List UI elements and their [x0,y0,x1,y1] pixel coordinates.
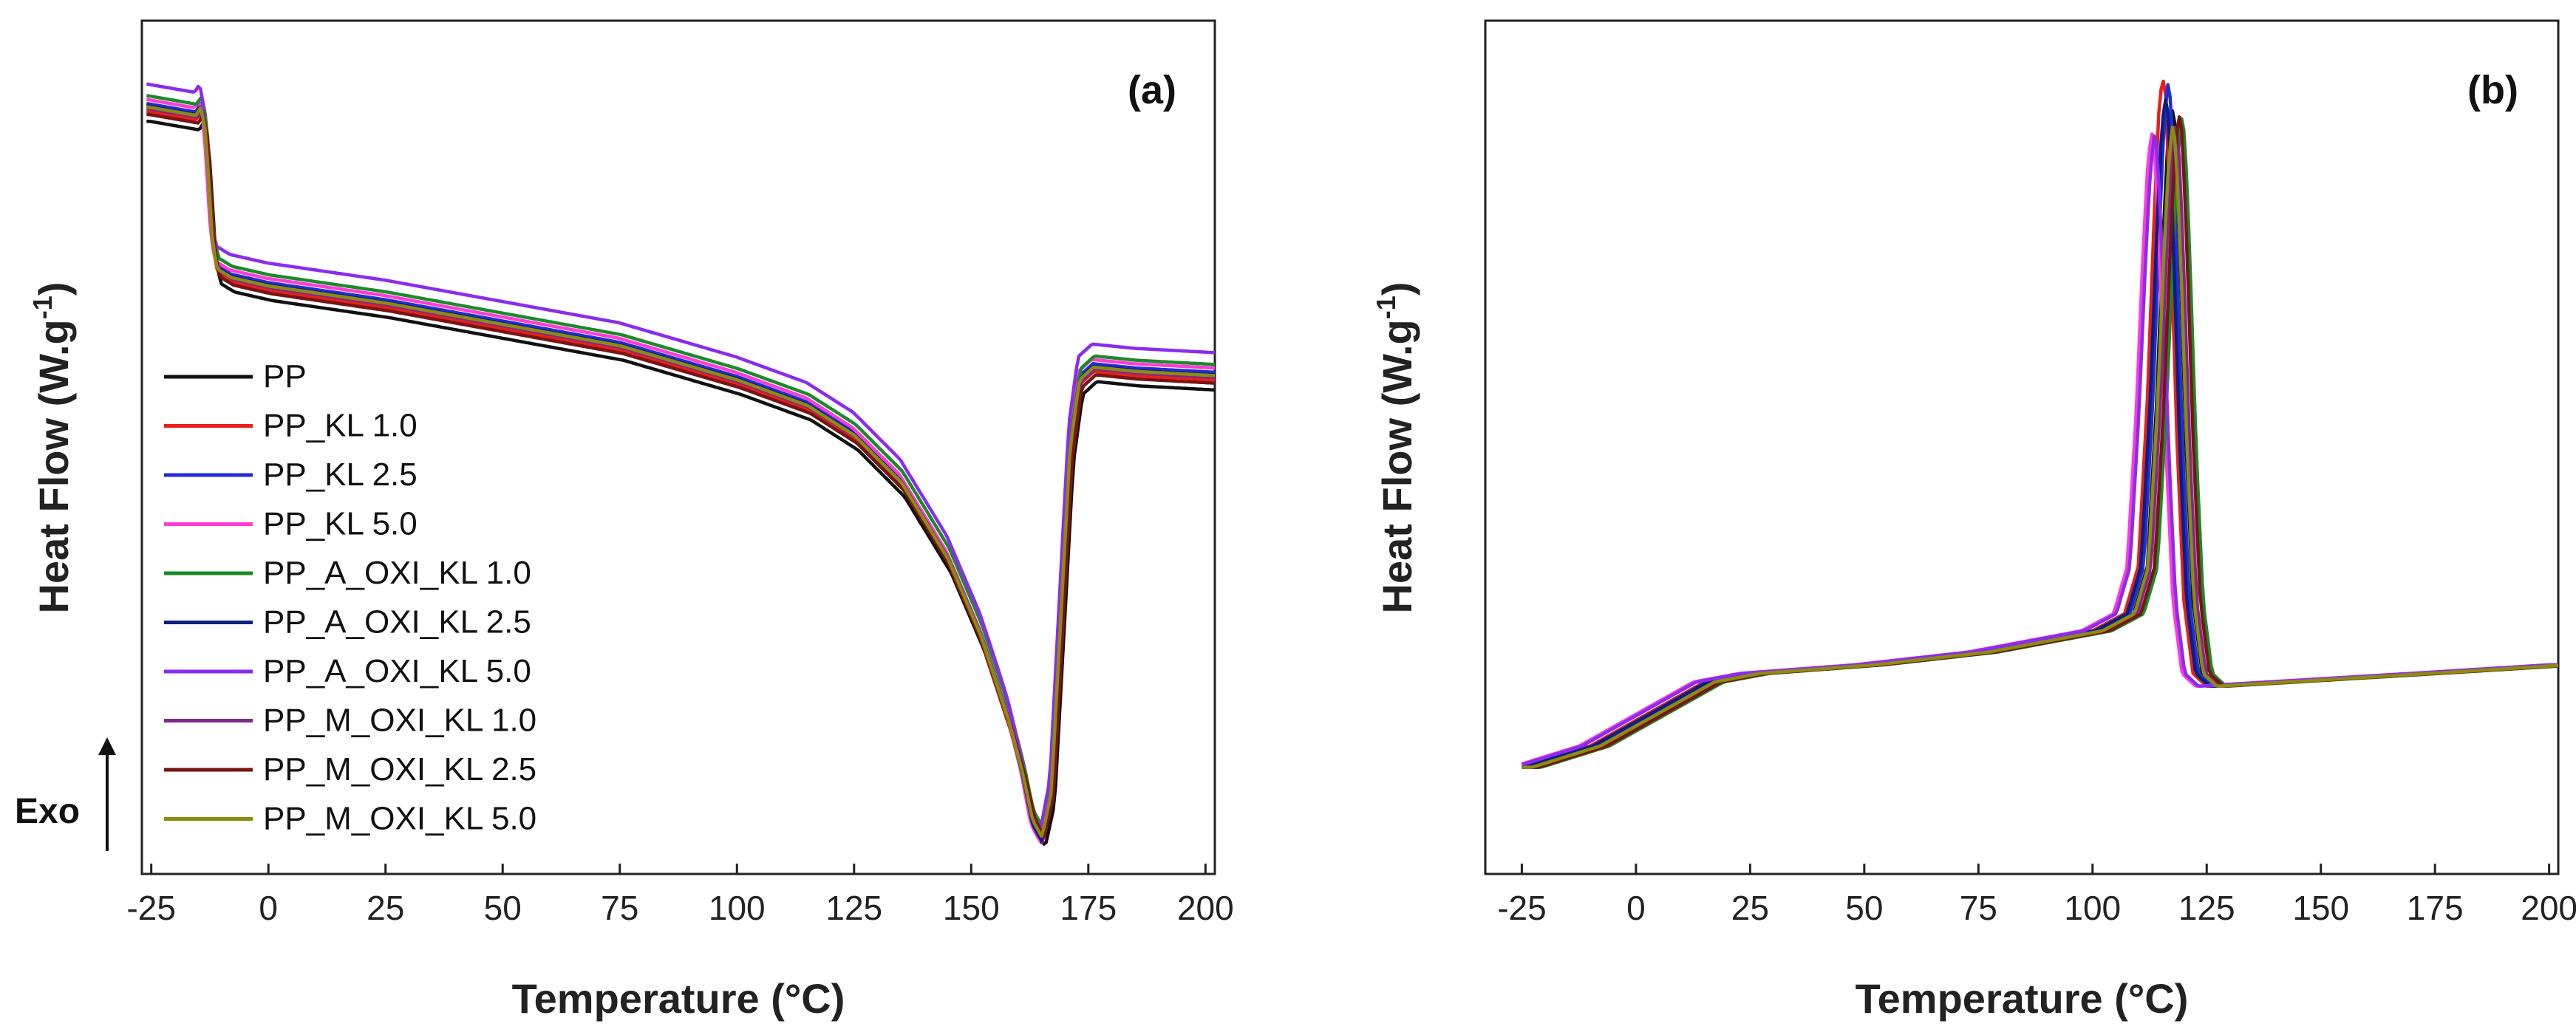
legend-label: PP_KL 2.5 [263,457,418,493]
legend-label: PP_A_OXI_KL 1.0 [263,555,531,591]
x-tick-label: 50 [484,889,522,927]
series-line-b-7 [1522,126,2559,769]
x-tick-label: -25 [126,889,175,927]
x-tick-label: 175 [1060,889,1117,927]
series-line-b-6 [1521,134,2558,767]
series-line-b-2 [1522,83,2559,769]
chart-panel-a: -25 0 25 50 75 100 125 150 175 200 (a) Temperatur… [15,19,1234,1022]
series-line-a-8 [146,112,1216,838]
x-tick-label: 0 [1626,889,1646,927]
legend-label: PP_A_OXI_KL 2.5 [263,604,531,641]
y-axis-title-b: Heat Flow (W.g-1) [1371,282,1420,614]
series-lines-b [1521,79,2559,769]
x-ticks-b: -25 0 25 50 75 100 125 150 175 200 [1497,864,2576,927]
series-line-a-9 [146,105,1216,838]
x-tick-label: 200 [2521,889,2576,927]
exo-arrow-head-icon [98,737,116,755]
legend-label: PP_KL 5.0 [263,506,418,542]
x-tick-label: 75 [601,889,638,927]
panel-label-a: (a) [1128,68,1176,112]
legend-label: PP_A_OXI_KL 5.0 [263,653,531,689]
x-tick-label: 100 [709,889,766,927]
legend-a: PP PP_KL 1.0 PP_KL 2.5 PP_KL 5.0 PP_A_OXI_KL… [164,358,536,837]
series-line-b-0 [1522,109,2559,769]
x-axis-title-a: Temperature (°C) [512,975,845,1022]
series-line-b-9 [1522,126,2559,769]
series-line-b-5 [1522,98,2559,769]
x-axis-title-b: Temperature (°C) [1856,975,2189,1022]
x-tick-label: 75 [1960,889,1997,927]
x-tick-label: 150 [2292,889,2349,927]
legend-label: PP_M_OXI_KL 2.5 [263,751,536,788]
x-tick-label: 125 [2178,889,2235,927]
plot-frame-b [1484,19,2560,875]
x-tick-label: -25 [1497,889,1546,927]
series-lines-a [146,82,1216,846]
x-tick-label: 200 [1177,889,1234,927]
legend-label: PP_M_OXI_KL 5.0 [263,801,536,837]
x-tick-label: 0 [259,889,278,927]
x-tick-label: 175 [2407,889,2464,927]
chart-panel-b: -25 0 25 50 75 100 125 150 175 200 (b) Temperatur… [1371,19,2576,1022]
x-tick-label: 150 [943,889,1000,927]
x-tick-label: 25 [367,889,404,927]
series-line-b-1 [1521,79,2559,769]
series-line-a-4 [146,94,1216,827]
plot-frame-a [140,19,1216,875]
series-line-b-4 [1522,117,2559,769]
panel-label-b: (b) [2467,68,2518,112]
x-tick-label: 125 [825,889,882,927]
y-axis-title-a: Heat Flow (W.g-1) [27,282,77,614]
x-ticks-a: -25 0 25 50 75 100 125 150 175 200 [126,864,1234,927]
series-line-b-3 [1521,132,2558,766]
x-tick-label: 25 [1731,889,1769,927]
legend-label: PP [263,358,307,394]
x-tick-label: 50 [1845,889,1883,927]
legend-label: PP_KL 1.0 [263,408,418,444]
legend-label: PP_M_OXI_KL 1.0 [263,703,536,739]
series-line-b-8 [1522,115,2559,769]
exo-label: Exo [15,792,80,831]
x-tick-label: 100 [2064,889,2121,927]
exo-indicator: Exo [15,737,116,851]
